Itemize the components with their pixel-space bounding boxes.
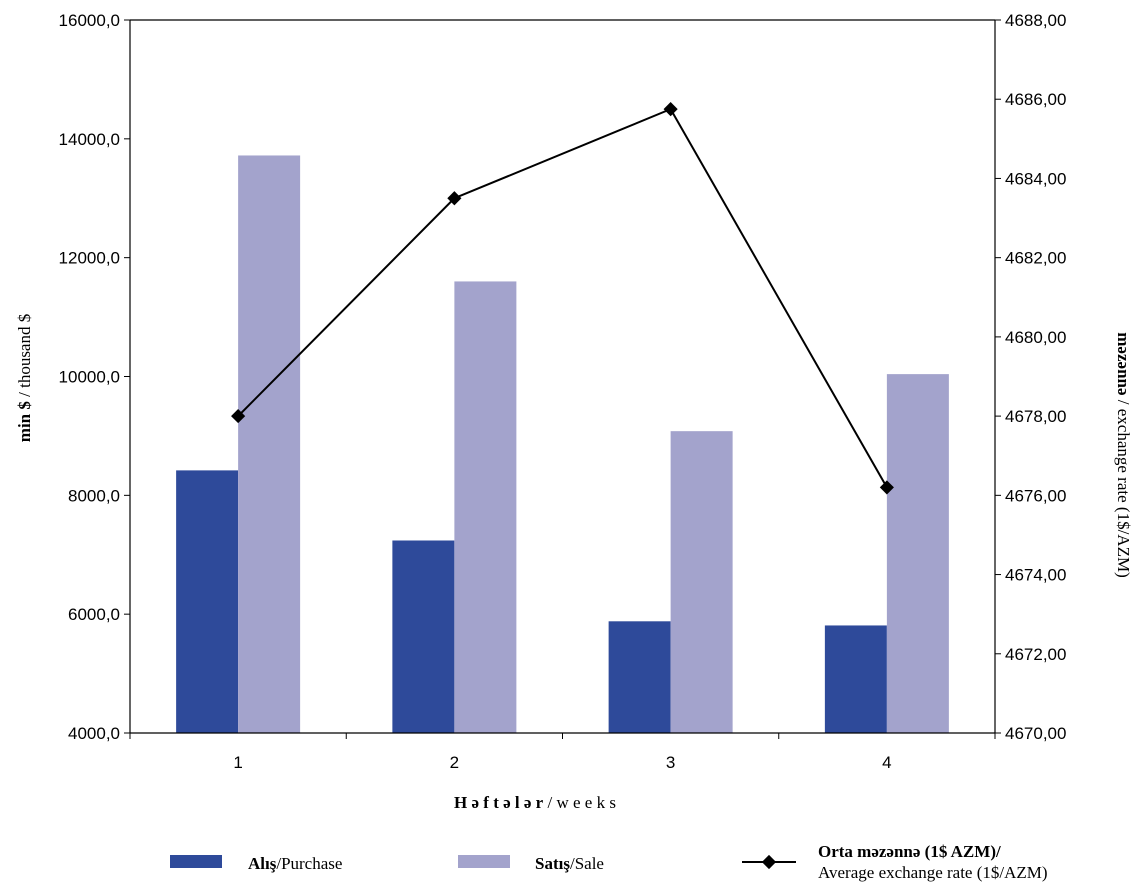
y2-tick-label: 4674,00 <box>1005 566 1066 585</box>
legend: Alış/Purchase Satış/Sale Orta məzənnə (1… <box>170 842 1048 882</box>
bar-sale-1 <box>238 155 301 734</box>
exchange-rate-line <box>237 107 888 488</box>
y2-tick-label: 4686,00 <box>1005 90 1066 109</box>
x-tick-label: 1 <box>233 753 242 772</box>
legend-label-purchase: Alış/Purchase <box>248 854 342 873</box>
x-tick-label: 4 <box>882 753 891 772</box>
x-tick-label: 2 <box>450 753 459 772</box>
legend-label-exchange-rate-line2: Average exchange rate (1$/AZM) <box>818 863 1048 882</box>
x-axis-title-normal: / w e e k s <box>543 793 616 812</box>
bar-sale-4 <box>886 374 949 733</box>
x-axis-title: H ə f t ə l ə r / w e e k s <box>454 793 616 812</box>
y-tick-label: 14000,0 <box>59 130 120 149</box>
exchange-rate-point-2 <box>447 191 462 206</box>
exchange-rate-point-3 <box>663 102 678 117</box>
y2-axis-title: məzənnə / exchange rate (1$/AZM) <box>1114 332 1133 577</box>
legend-marker-exchange-rate <box>761 854 777 870</box>
legend-label-sale: Satış/Sale <box>535 854 604 873</box>
y2-axis-title-normal: / exchange rate (1$/AZM) <box>1114 396 1133 578</box>
y2-tick-label: 4676,00 <box>1005 486 1066 505</box>
y2-tick-label: 4684,00 <box>1005 169 1066 188</box>
bar-sale-3 <box>670 431 733 733</box>
x-axis-title-bold: H ə f t ə l ə r <box>454 793 544 812</box>
y-axis-title: min $ / thousand $ <box>15 314 34 442</box>
y-tick-label: 16000,0 <box>59 11 120 30</box>
y-tick-label: 12000,0 <box>59 249 120 268</box>
bars-layer <box>176 155 949 734</box>
y2-tick-label: 4670,00 <box>1005 724 1066 743</box>
legend-swatch-purchase <box>170 855 222 868</box>
y-tick-label: 4000,0 <box>68 724 120 743</box>
y2-tick-label: 4680,00 <box>1005 328 1066 347</box>
bar-purchase-2 <box>392 540 455 733</box>
y-axis-title-bold: min $ <box>15 401 34 443</box>
y2-tick-label: 4682,00 <box>1005 249 1066 268</box>
bar-purchase-3 <box>608 621 671 733</box>
y-tick-label: 10000,0 <box>59 368 120 387</box>
exchange-rate-point-4 <box>879 480 894 495</box>
exchange-rate-point-1 <box>231 409 246 424</box>
legend-label-exchange-rate-line1: Orta məzənnə (1$ AZM)/ <box>818 842 1001 861</box>
y2-tick-label: 4678,00 <box>1005 407 1066 426</box>
y2-tick-label: 4672,00 <box>1005 645 1066 664</box>
line-layer <box>231 102 894 495</box>
y2-tick-label: 4688,00 <box>1005 11 1066 30</box>
y-tick-label: 6000,0 <box>68 605 120 624</box>
legend-swatch-sale <box>458 855 510 868</box>
bar-purchase-1 <box>176 470 239 733</box>
ticks-layer: 4000,0 6000,0 8000,0 10000,0 12000,0 14000,0 1… <box>59 11 1067 772</box>
bar-purchase-4 <box>824 625 887 733</box>
bar-sale-2 <box>454 281 517 733</box>
y-tick-label: 8000,0 <box>68 486 120 505</box>
y-axis-title-normal: / thousand $ <box>15 314 34 401</box>
y2-axis-title-bold: məzənnə <box>1114 332 1133 395</box>
x-tick-label: 3 <box>666 753 675 772</box>
